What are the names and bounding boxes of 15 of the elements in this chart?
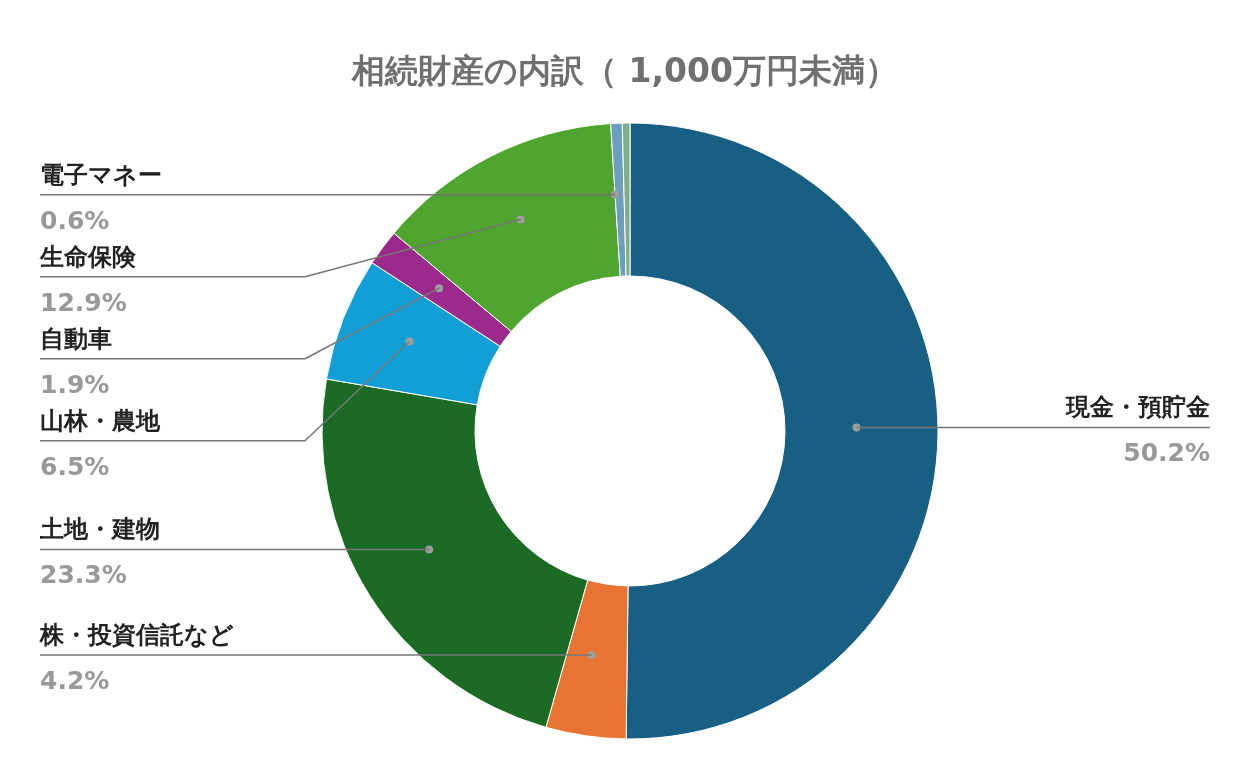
data-label: 50.2%	[1123, 438, 1210, 468]
slice-label: 生命保険	[39, 242, 137, 271]
data-label: 23.3%	[40, 560, 127, 590]
slice-label: 電子マネー	[40, 160, 162, 189]
data-label: 1.9%	[40, 369, 110, 399]
slice-label: 土地・建物	[39, 515, 160, 544]
data-label: 0.6%	[40, 205, 110, 235]
slice-label: 山林・農地	[40, 406, 161, 435]
slice-label: 自動車	[40, 324, 112, 353]
slice-label: 現金・預貯金	[1065, 393, 1210, 422]
slice-label: 株・投資信託など	[39, 621, 234, 650]
chart-title: 相続財産の内訳（ 1,000万円未満）	[351, 51, 898, 90]
data-label: 12.9%	[40, 287, 127, 317]
data-label: 4.2%	[40, 666, 110, 696]
data-label: 6.5%	[40, 451, 110, 481]
